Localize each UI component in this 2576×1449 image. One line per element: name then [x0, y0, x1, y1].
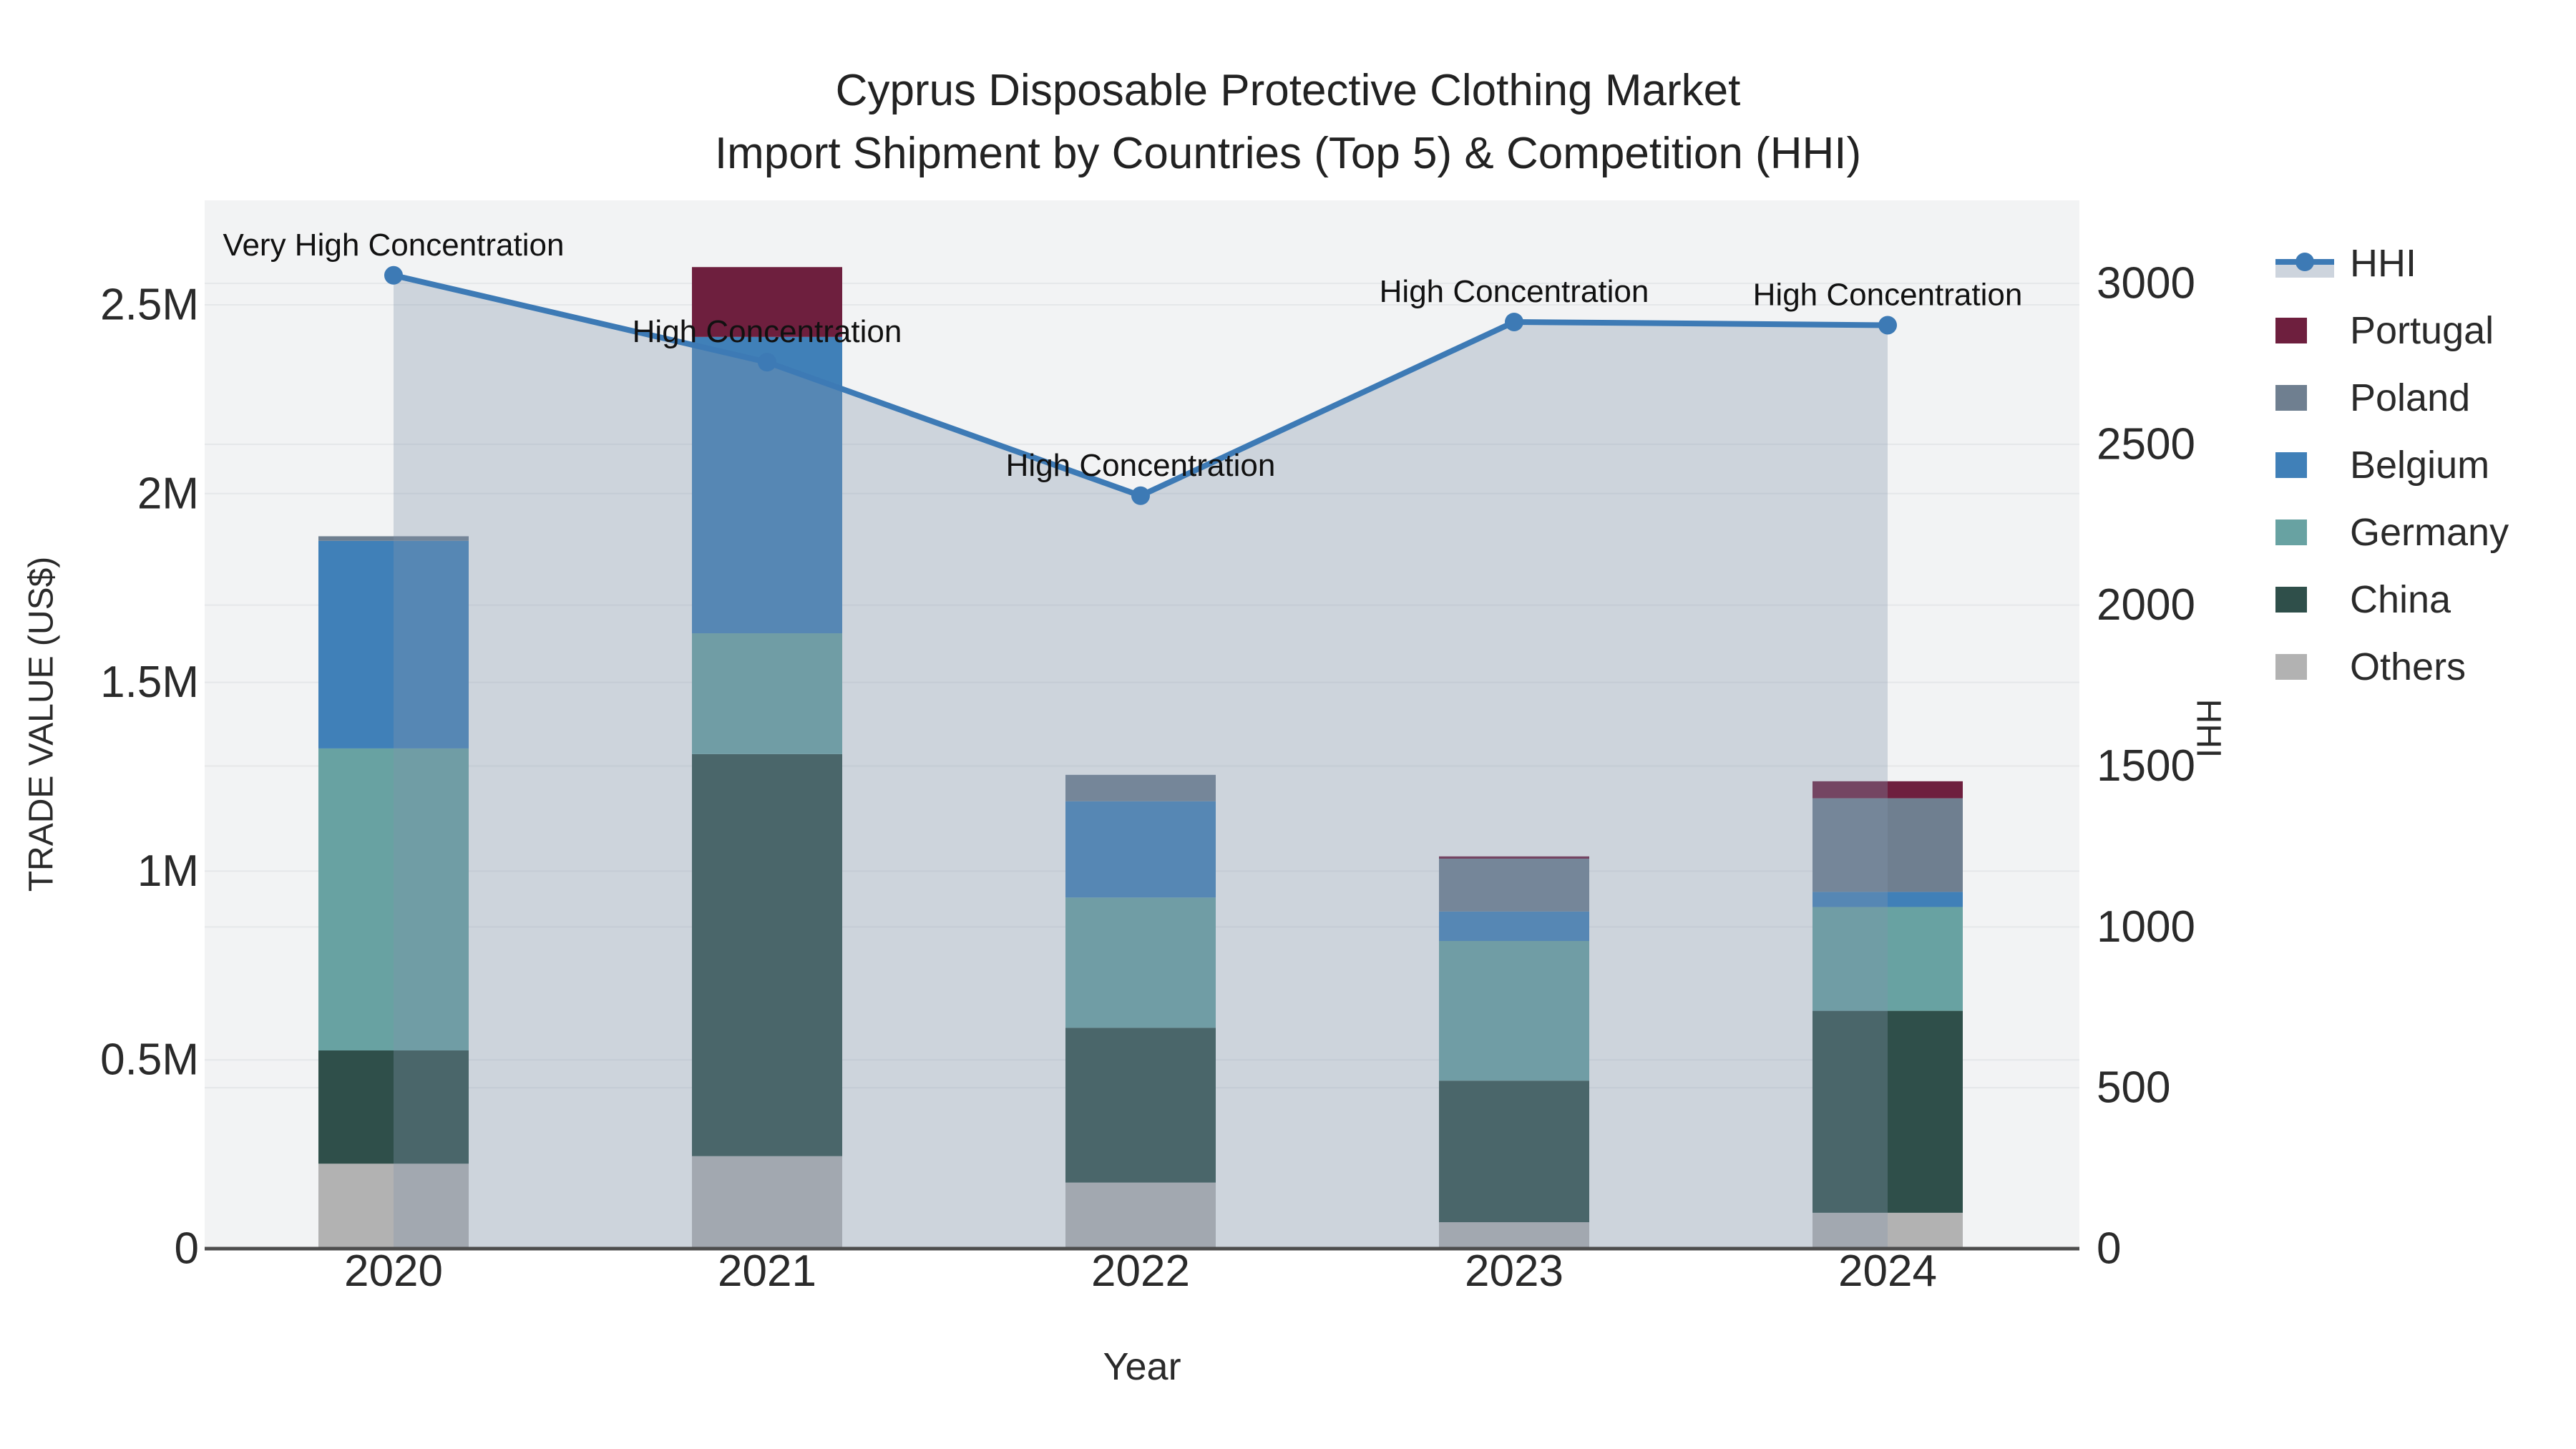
annotation-label-2023: High Concentration: [1380, 274, 1649, 309]
bar-segment-poland-2023[interactable]: [1439, 858, 1589, 912]
annotation-label-2024: High Concentration: [1753, 277, 2023, 312]
legend-item-germany[interactable]: Germany: [2275, 509, 2509, 555]
bar-segment-others-2023[interactable]: [1439, 1222, 1589, 1249]
y-right-tick-label: 1500: [2097, 741, 2195, 791]
legend-swatch-china: [2275, 587, 2307, 613]
x-tick-label-2022: 2022: [1091, 1246, 1190, 1296]
chart-title-line1: Cyprus Disposable Protective Clothing Ma…: [835, 66, 1741, 115]
legend-label-hhi: HHI: [2350, 242, 2416, 285]
poland-swatch-icon: [2275, 375, 2334, 421]
china-swatch-icon: [2275, 577, 2334, 623]
legend-item-china[interactable]: China: [2275, 577, 2509, 623]
bar-segment-poland-2022[interactable]: [1065, 774, 1216, 801]
legend-label-belgium: Belgium: [2350, 444, 2490, 487]
legend-item-others[interactable]: Others: [2275, 644, 2509, 690]
others-swatch-icon: [2275, 644, 2334, 690]
y-left-tick-label: 1M: [137, 847, 199, 896]
annotation-label-2021: High Concentration: [633, 314, 902, 349]
x-tick-label-2021: 2021: [718, 1246, 816, 1296]
hhi-area: [394, 275, 1888, 1249]
legend: HHI Portugal Poland Belgium Germany China Othe…: [2275, 240, 2509, 711]
legend-label-china: China: [2350, 578, 2451, 621]
bar-segment-portugal-2024[interactable]: [1813, 781, 1963, 799]
y-right-tick-label: 3000: [2097, 259, 2195, 308]
legend-swatch-germany: [2275, 519, 2307, 545]
hhi-marker-2024[interactable]: [1878, 316, 1897, 335]
hhi-marker-2020[interactable]: [384, 265, 403, 285]
y-right-tick-label: 0: [2097, 1224, 2121, 1274]
bar-segment-belgium-2024[interactable]: [1813, 892, 1963, 907]
annotation-label-2020: Very High Concentration: [223, 228, 565, 263]
chart-title-line2: Import Shipment by Countries (Top 5) & C…: [714, 129, 1862, 178]
bar-segment-others-2021[interactable]: [692, 1156, 842, 1249]
bar-segment-belgium-2022[interactable]: [1065, 801, 1216, 898]
bar-segment-germany-2020[interactable]: [318, 748, 469, 1051]
legend-item-poland[interactable]: Poland: [2275, 375, 2509, 421]
x-tick-label-2024: 2024: [1838, 1246, 1937, 1296]
x-tick-label-2020: 2020: [344, 1246, 443, 1296]
y-left-axis-title: TRADE VALUE (US$): [22, 556, 61, 892]
x-axis-title: Year: [1103, 1345, 1181, 1388]
legend-swatch-others: [2275, 654, 2307, 680]
legend-swatch-poland: [2275, 385, 2307, 411]
y-left-tick-label: 0: [175, 1224, 199, 1274]
hhi-line-legend-icon: [2275, 240, 2334, 286]
bar-segment-portugal-2021[interactable]: [692, 267, 842, 337]
germany-swatch-icon: [2275, 509, 2334, 555]
hhi-marker-2021[interactable]: [758, 353, 776, 372]
bar-segment-belgium-2023[interactable]: [1439, 911, 1589, 942]
y-right-tick-label: 500: [2097, 1063, 2170, 1113]
bar-segment-china-2024[interactable]: [1813, 1010, 1963, 1213]
legend-label-others: Others: [2350, 645, 2467, 688]
bar-segment-belgium-2020[interactable]: [318, 540, 469, 748]
legend-swatch-belgium: [2275, 452, 2307, 478]
legend-label-germany: Germany: [2350, 511, 2509, 554]
bar-segment-portugal-2023[interactable]: [1439, 856, 1589, 859]
y-right-axis-title: HHI: [2189, 698, 2228, 758]
hhi-marker-2023[interactable]: [1505, 312, 1523, 331]
legend-swatch-portugal: [2275, 318, 2307, 343]
y-left-tick-label: 2M: [137, 469, 199, 518]
bar-segment-germany-2024[interactable]: [1813, 907, 1963, 1011]
portugal-swatch-icon: [2275, 308, 2334, 353]
bar-segment-china-2022[interactable]: [1065, 1028, 1216, 1183]
belgium-swatch-icon: [2275, 442, 2334, 488]
bar-segment-china-2020[interactable]: [318, 1050, 469, 1164]
hhi-marker-2022[interactable]: [1131, 486, 1150, 505]
legend-item-portugal[interactable]: Portugal: [2275, 308, 2509, 353]
bar-segment-china-2023[interactable]: [1439, 1080, 1589, 1223]
y-left-tick-label: 0.5M: [100, 1035, 199, 1085]
legend-item-belgium[interactable]: Belgium: [2275, 442, 2509, 488]
bar-segment-germany-2023[interactable]: [1439, 941, 1589, 1081]
legend-item-hhi[interactable]: HHI: [2275, 240, 2509, 286]
bar-segment-germany-2022[interactable]: [1065, 897, 1216, 1028]
y-left-tick-label: 2.5M: [100, 280, 199, 330]
y-right-tick-label: 2000: [2097, 580, 2195, 630]
y-left-tick-label: 1.5M: [100, 658, 199, 707]
legend-label-portugal: Portugal: [2350, 309, 2494, 352]
bar-segment-poland-2024[interactable]: [1813, 798, 1963, 892]
legend-label-poland: Poland: [2350, 376, 2471, 419]
y-right-tick-label: 2500: [2097, 419, 2195, 469]
bar-segment-belgium-2021[interactable]: [692, 336, 842, 634]
bar-segment-others-2022[interactable]: [1065, 1182, 1216, 1249]
x-tick-label-2023: 2023: [1465, 1246, 1563, 1296]
annotation-label-2022: High Concentration: [1006, 448, 1276, 483]
bar-segment-others-2020[interactable]: [318, 1163, 469, 1249]
y-right-tick-label: 1000: [2097, 902, 2195, 952]
bar-segment-china-2021[interactable]: [692, 753, 842, 1156]
bar-segment-poland-2020[interactable]: [318, 536, 469, 541]
bar-segment-others-2024[interactable]: [1813, 1212, 1963, 1249]
bar-segment-germany-2021[interactable]: [692, 633, 842, 754]
